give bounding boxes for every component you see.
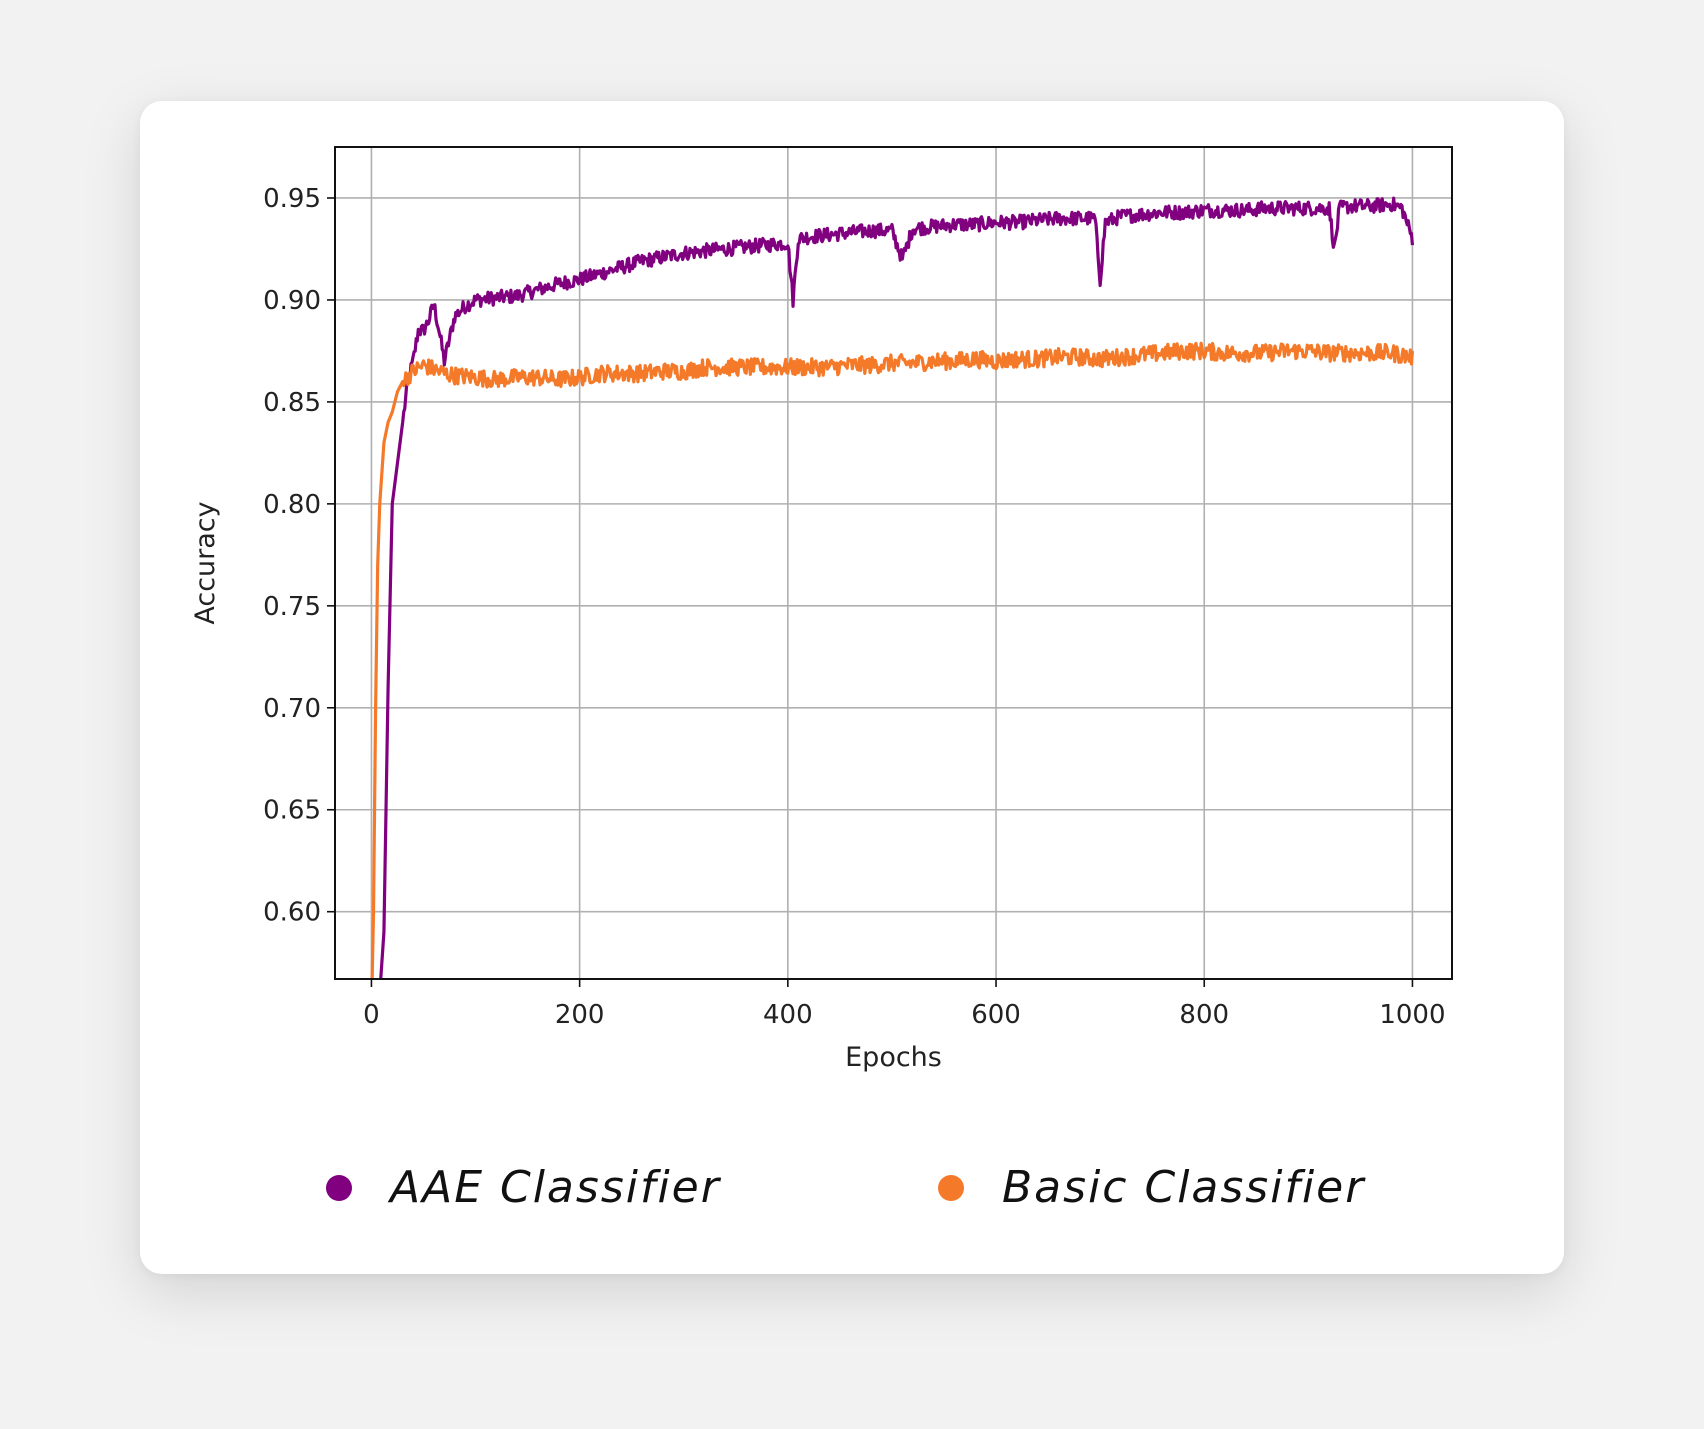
plot-frame (334, 146, 1453, 980)
y-tick-label: 0.75 (263, 592, 321, 622)
legend-item-aae: AAE Classifier (326, 1162, 721, 1213)
series-line-basic (370, 341, 1415, 979)
y-tick-label: 0.85 (263, 388, 321, 418)
legend-label-aae: AAE Classifier (390, 1162, 721, 1213)
y-tick-label: 0.80 (263, 490, 321, 520)
x-tick-label: 200 (555, 1000, 605, 1030)
y-tick-label: 0.65 (263, 796, 321, 826)
series-line-aae (379, 196, 1415, 979)
legend: AAE Classifier Basic Classifier (0, 1150, 1704, 1230)
grid-lines (335, 147, 1452, 979)
y-tick-label: 0.60 (263, 898, 321, 928)
axis-ticks: 0 200 400 600 800 1000 0.60 0.65 0.70 0.75 0.80 0.8… (263, 184, 1445, 1030)
y-tick-label: 0.90 (263, 286, 321, 316)
legend-dot-basic (938, 1174, 964, 1201)
y-axis-label: Accuracy (190, 501, 221, 624)
legend-label-basic: Basic Classifier (1002, 1162, 1366, 1213)
y-tick-label: 0.70 (263, 694, 321, 724)
x-tick-label: 1000 (1379, 1000, 1445, 1030)
y-tick-label: 0.95 (263, 184, 321, 214)
x-tick-label: 600 (971, 1000, 1021, 1030)
x-axis-label: Epochs (845, 1042, 942, 1073)
series-lines (370, 196, 1415, 979)
x-tick-label: 0 (363, 1000, 380, 1030)
x-tick-label: 400 (763, 1000, 813, 1030)
x-tick-label: 800 (1179, 1000, 1229, 1030)
legend-item-basic: Basic Classifier (938, 1162, 1365, 1213)
legend-dot-aae (326, 1174, 352, 1201)
